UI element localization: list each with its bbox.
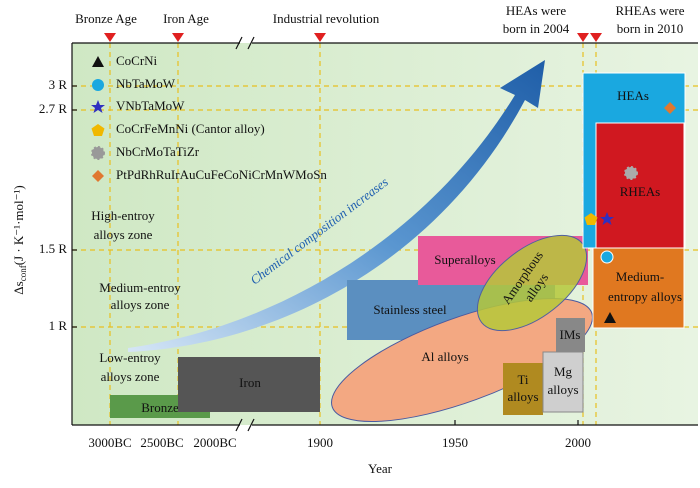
zone-label: alloys zone [111, 297, 170, 312]
legend-label: PtPdRhRuIrAuCuFeCoNiCrMnWMoSn [116, 167, 327, 182]
legend-label: CoCrNi [116, 53, 158, 68]
regions: Bronze Iron Stainless steel Superalloys … [110, 72, 686, 423]
region-label: HEAs [617, 88, 649, 103]
zone-label: High-entroy [91, 208, 155, 223]
era-label: Bronze Age [75, 11, 137, 26]
zone-label: alloys zone [101, 369, 160, 384]
x-axis-label: Year [368, 461, 393, 476]
y-tick-label: 1 R [49, 318, 68, 333]
legend: CoCrNi NbTaMoW VNbTaMoW CoCrFeMnNi (Cant… [91, 53, 327, 182]
region-al [331, 297, 593, 423]
region-label: IMs [560, 327, 581, 342]
region-label: Mg [554, 364, 573, 379]
trend-arrow [128, 60, 545, 352]
y-tick-label: 3 R [49, 77, 68, 92]
era-label: HEAs were [506, 3, 567, 18]
x-tick-label: 1900 [307, 435, 333, 450]
era-label: Iron Age [163, 11, 209, 26]
x-tick-label: 2000BC [193, 435, 236, 450]
region-label: Stainless steel [373, 302, 447, 317]
legend-label: CoCrFeMnNi (Cantor alloy) [116, 121, 265, 136]
region-iron [178, 357, 320, 412]
era-label: born in 2004 [503, 21, 570, 36]
legend-label: NbTaMoW [116, 76, 176, 91]
region-label: Iron [239, 375, 261, 390]
y-tick-label: 2.7 R [39, 101, 68, 116]
region-label: RHEAs [620, 184, 660, 199]
alloy-markers [584, 102, 676, 323]
x-tick-label: 3000BC [88, 435, 131, 450]
legend-label: NbCrMoTaTiZr [116, 144, 200, 159]
region-mg [542, 351, 584, 413]
region-ims [556, 318, 585, 352]
region-label: alloys [507, 389, 538, 404]
region-ti [503, 363, 543, 415]
y-subscript: conf [18, 265, 28, 281]
axes [71, 36, 698, 432]
x-tick-label: 1950 [442, 435, 468, 450]
y-tick-label: 1.5 R [39, 241, 68, 256]
region-label: Ti [517, 372, 528, 387]
y-axis-label: Δsconf(J · K⁻¹·mol⁻¹) [11, 185, 28, 294]
region-amorphous [476, 234, 588, 332]
zone-label: Medium-entroy [99, 280, 181, 295]
x-tick-label: 2500BC [140, 435, 183, 450]
region-label: Superalloys [434, 252, 495, 267]
legend-label: VNbTaMoW [116, 98, 185, 113]
region-label: Bronze [141, 400, 179, 415]
x-tick-label: 2000 [565, 435, 591, 450]
region-label: alloys [547, 382, 578, 397]
era-label: RHEAs were [616, 3, 685, 18]
zone-label: Low-entroy [99, 350, 161, 365]
era-label: born in 2010 [617, 21, 683, 36]
era-label: Industrial revolution [273, 11, 380, 26]
y-unit: (J · K⁻¹·mol⁻¹) [11, 185, 26, 265]
region-label: Medium- [616, 269, 664, 284]
y-symbol: Δs [11, 281, 26, 294]
region-label: entropy alloys [608, 289, 682, 304]
eras: Bronze Age Iron Age Industrial revolutio… [75, 3, 685, 42]
region-label: Al alloys [421, 349, 468, 364]
zone-label: alloys zone [94, 227, 153, 242]
